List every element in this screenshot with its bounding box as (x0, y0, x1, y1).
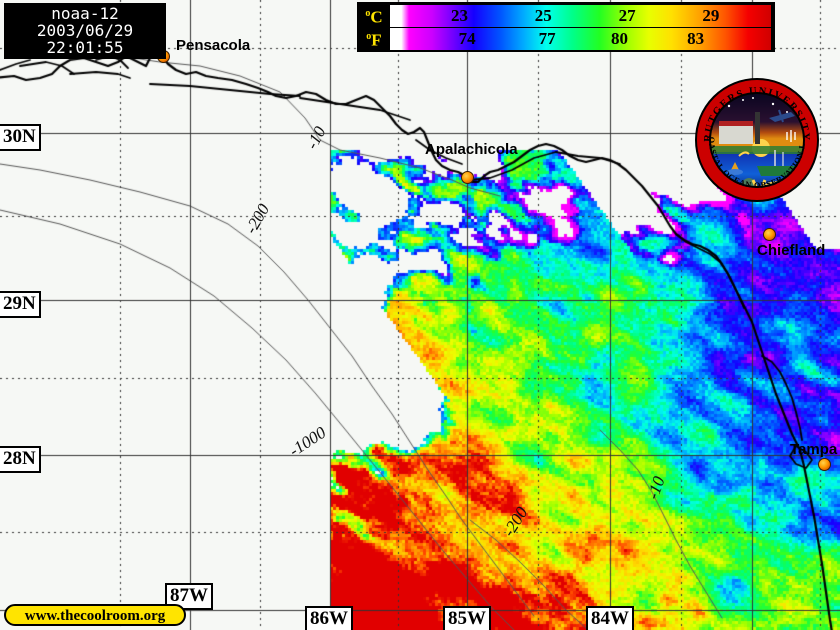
city-marker-tampa[interactable] (818, 458, 831, 471)
fahrenheit-tick-80: 80 (610, 28, 628, 48)
city-label-pensacola: Pensacola (176, 37, 251, 54)
temperature-colorbar: oC 23 25 27 29 oF 74 77 80 83 (357, 2, 775, 52)
fahrenheit-tick-83: 83 (687, 28, 705, 48)
website-badge[interactable]: www.thecoolroom.org (4, 604, 186, 626)
rutgers-cool-logo: RUTGERS UNIVERSITY COASTAL OCEAN OBSERVA… (692, 71, 819, 202)
longitude-label-85W: 85W (443, 606, 491, 630)
acquisition-time: 22:01:55 (46, 38, 124, 57)
longitude-label-84W: 84W (586, 606, 634, 630)
celsius-tick-27: 27 (618, 5, 636, 25)
celsius-color-ramp: 23 25 27 29 (390, 4, 771, 27)
city-label-apalachicola: Apalachicola (425, 141, 518, 158)
celsius-tick-23: 23 (450, 5, 468, 25)
celsius-unit-label: oC (365, 7, 383, 27)
acquisition-date: 2003/06/29 (36, 21, 134, 40)
city-marker-chiefland[interactable] (763, 228, 776, 241)
latitude-label-30N: 30N (0, 124, 41, 151)
fahrenheit-tick-74: 74 (458, 28, 476, 48)
fahrenheit-unit-label: oF (366, 30, 382, 50)
city-marker-apalachicola[interactable] (461, 171, 474, 184)
satellite-name: noaa-12 (51, 4, 119, 23)
fahrenheit-row: oF 74 77 80 83 (358, 27, 774, 50)
celsius-tick-29: 29 (702, 5, 720, 25)
celsius-row: oC 23 25 27 29 (358, 4, 774, 27)
city-label-chiefland: Chiefland (757, 242, 826, 259)
celsius-tick-25: 25 (534, 5, 552, 25)
longitude-label-86W: 86W (305, 606, 353, 630)
latitude-label-28N: 28N (0, 446, 41, 473)
fahrenheit-color-ramp: 74 77 80 83 (390, 27, 771, 50)
satellite-timestamp-box: noaa-12 2003/06/29 22:01:55 (4, 3, 166, 59)
fahrenheit-tick-77: 77 (538, 28, 556, 48)
city-label-tampa: Tampa (790, 441, 838, 458)
latitude-label-29N: 29N (0, 291, 41, 318)
